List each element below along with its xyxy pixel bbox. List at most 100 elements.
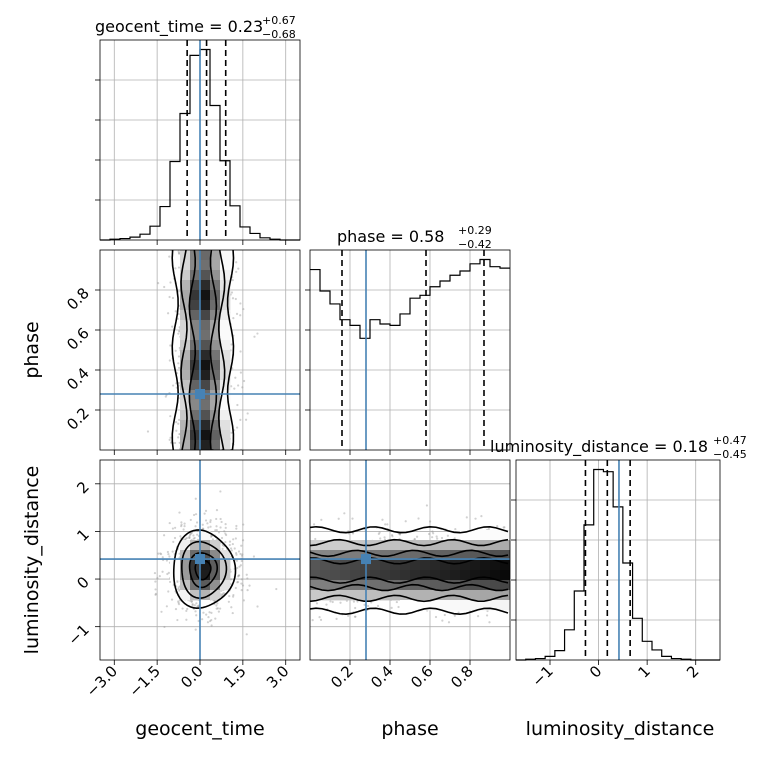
sample-point <box>177 366 181 370</box>
sample-point <box>215 529 218 532</box>
sample-point <box>165 559 169 562</box>
density-bin <box>490 560 501 571</box>
sample-point <box>235 552 238 555</box>
sample-point <box>193 536 196 540</box>
y-tick-label: −1 <box>64 621 92 649</box>
sample-point <box>232 595 235 598</box>
sample-point <box>397 605 400 609</box>
density-bin <box>450 600 461 611</box>
sample-point <box>193 604 196 607</box>
y-tick-label: 2 <box>73 478 92 497</box>
sample-point <box>177 436 180 439</box>
x-tick-label: −1.5 <box>125 662 163 700</box>
sample-point <box>166 572 169 576</box>
sample-point <box>246 577 249 580</box>
sample-point <box>240 582 243 585</box>
density-bin <box>430 580 441 591</box>
density-bin <box>390 560 401 571</box>
contour-line <box>310 549 509 558</box>
sample-point <box>275 587 278 591</box>
sample-point <box>190 600 193 603</box>
sample-point <box>231 611 234 615</box>
density-bin <box>220 380 231 391</box>
sample-point <box>186 607 189 611</box>
sample-point <box>183 525 186 528</box>
panel-frame <box>515 459 721 661</box>
density-bin <box>190 280 201 291</box>
sample-point <box>216 607 219 610</box>
sample-point <box>354 606 357 610</box>
density-bin <box>430 590 441 601</box>
sample-point <box>177 586 180 589</box>
sample-point <box>168 580 172 584</box>
sample-point <box>231 279 234 282</box>
density-bin <box>500 530 510 541</box>
sample-point <box>180 525 183 528</box>
density-bin <box>490 600 501 611</box>
sample-point <box>207 526 210 529</box>
sample-point <box>352 600 356 603</box>
density-bin <box>180 550 191 561</box>
sample-point <box>168 359 171 362</box>
sample-point <box>209 525 212 528</box>
sample-point <box>189 518 192 522</box>
sample-point <box>443 613 446 617</box>
sample-point <box>486 609 489 613</box>
sample-point <box>191 603 194 607</box>
density-bin <box>200 280 211 291</box>
sample-point <box>209 619 212 623</box>
sample-point <box>231 542 234 546</box>
sample-point <box>245 633 248 636</box>
density-bin <box>330 560 341 571</box>
density-bin <box>180 260 191 271</box>
sample-point <box>234 376 237 379</box>
sample-point <box>240 559 243 563</box>
sample-point <box>229 547 233 550</box>
sample-point <box>166 550 169 554</box>
sample-point <box>201 527 205 530</box>
density-bin <box>480 590 491 601</box>
density-bin <box>210 540 221 551</box>
density-bin <box>190 400 201 411</box>
density-bin <box>180 330 191 341</box>
density-inner <box>310 460 510 660</box>
sample-point <box>239 552 242 556</box>
sample-point <box>209 520 212 524</box>
density-bin <box>350 540 361 551</box>
y-tick-label: 1 <box>73 526 92 545</box>
x-tick-label: 1 <box>634 662 653 681</box>
sample-point <box>183 522 186 525</box>
density-bin <box>470 590 481 601</box>
density-bin <box>200 540 211 551</box>
title-phase-plus: +0.29 <box>458 224 492 237</box>
density-bin <box>410 540 421 551</box>
density-bin <box>450 540 461 551</box>
density-bin <box>310 570 321 581</box>
density-bin <box>490 580 501 591</box>
sample-point <box>240 588 243 592</box>
density-bin <box>490 570 501 581</box>
sample-point <box>174 526 177 529</box>
sample-point <box>177 332 180 335</box>
sample-point <box>224 540 227 544</box>
sample-point <box>163 625 166 629</box>
y-tick-label: 0.4 <box>63 364 93 394</box>
sample-point <box>168 521 171 525</box>
sample-point <box>379 537 382 540</box>
sample-point <box>173 536 177 540</box>
sample-point <box>192 537 195 540</box>
sample-point <box>173 441 177 445</box>
sample-point <box>245 573 248 576</box>
sample-point <box>453 614 456 617</box>
sample-point <box>160 610 163 613</box>
sample-point <box>415 535 419 538</box>
density-bin <box>320 570 331 581</box>
density-bin <box>180 420 191 431</box>
sample-point <box>178 251 181 255</box>
sample-point <box>180 521 183 524</box>
density-bin <box>320 540 331 551</box>
sample-point <box>474 517 477 520</box>
contour-line <box>310 538 509 547</box>
sample-point <box>436 537 439 540</box>
sample-point <box>171 325 174 328</box>
